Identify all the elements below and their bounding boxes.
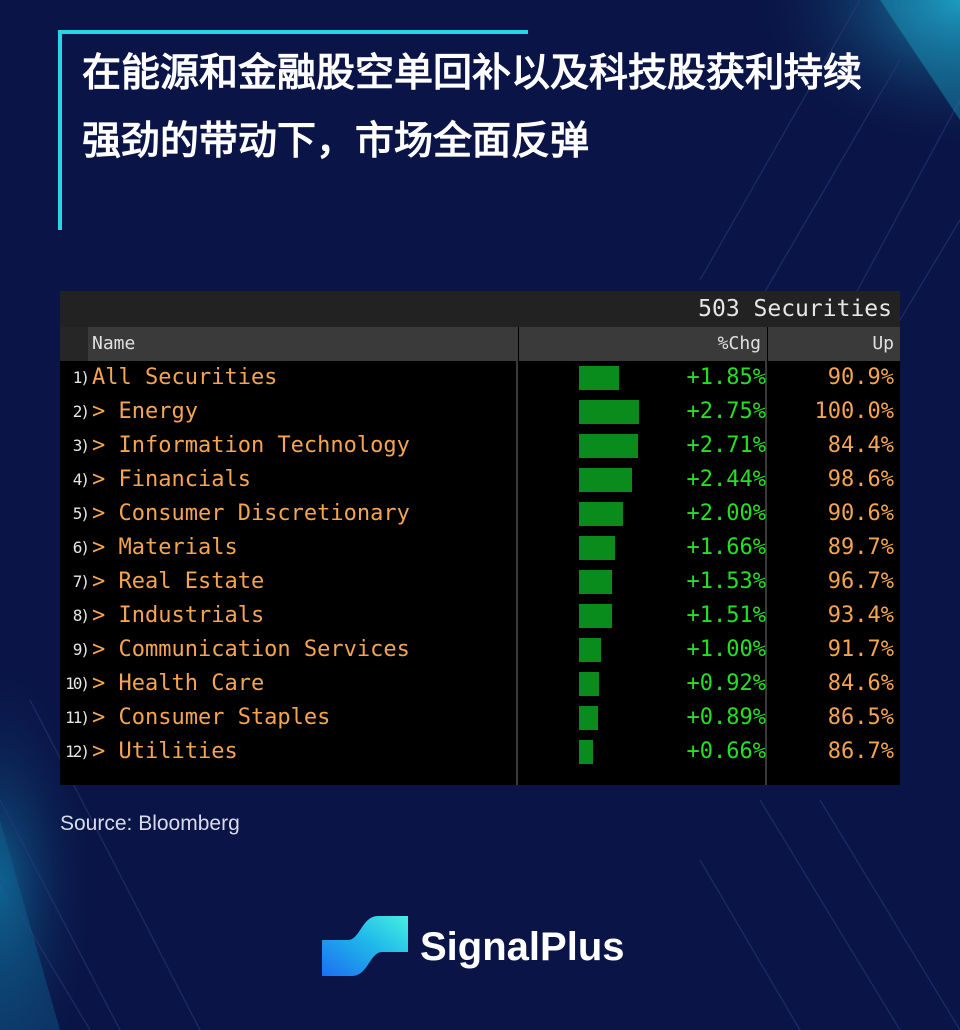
title-accent-line bbox=[58, 30, 62, 230]
row-up-value: 84.6% bbox=[827, 671, 894, 696]
row-index: 11) bbox=[65, 708, 90, 727]
row-chg-value: +2.00% bbox=[686, 501, 766, 526]
table-header: Name %Chg Up bbox=[60, 327, 900, 361]
row-chg-value: +2.75% bbox=[686, 399, 766, 424]
row-name[interactable]: > Real Estate bbox=[92, 569, 265, 594]
header-up-cell[interactable]: Up bbox=[768, 327, 900, 361]
row-name[interactable]: > Financials bbox=[92, 467, 251, 492]
header-chg-cell[interactable]: %Chg bbox=[519, 327, 765, 361]
table-row[interactable]: 12) > Utilities +0.66% 86.7% bbox=[60, 735, 900, 769]
row-up-value: 89.7% bbox=[827, 535, 894, 560]
table-row[interactable]: 4) > Financials +2.44% 98.6% bbox=[60, 463, 900, 497]
chg-bar bbox=[579, 672, 599, 696]
chg-bar bbox=[579, 706, 598, 730]
row-chg-value: +0.66% bbox=[686, 739, 766, 764]
header-name-cell[interactable]: Name bbox=[88, 327, 516, 361]
table-row[interactable]: 2) > Energy +2.75% 100.0% bbox=[60, 395, 900, 429]
chg-bar bbox=[579, 366, 619, 390]
chg-bar bbox=[579, 638, 601, 662]
chg-bar bbox=[579, 502, 623, 526]
row-name[interactable]: > Materials bbox=[92, 535, 238, 560]
row-index: 8) bbox=[72, 606, 90, 625]
row-up-value: 93.4% bbox=[827, 603, 894, 628]
row-index: 4) bbox=[72, 470, 90, 489]
chg-bar bbox=[579, 740, 593, 764]
chg-bar bbox=[579, 400, 639, 424]
table-top-bar: 503 Securities bbox=[60, 291, 900, 327]
row-name[interactable]: > Communication Services bbox=[92, 637, 410, 662]
row-chg-value: +1.51% bbox=[686, 603, 766, 628]
chg-bar bbox=[579, 604, 612, 628]
row-chg-value: +0.89% bbox=[686, 705, 766, 730]
row-chg-value: +1.66% bbox=[686, 535, 766, 560]
row-up-value: 90.6% bbox=[827, 501, 894, 526]
row-chg-value: +1.00% bbox=[686, 637, 766, 662]
row-index: 9) bbox=[72, 640, 90, 659]
row-up-value: 86.7% bbox=[827, 739, 894, 764]
chg-bar bbox=[579, 536, 615, 560]
chg-bar bbox=[579, 434, 638, 458]
row-name[interactable]: All Securities bbox=[92, 365, 278, 390]
row-index: 5) bbox=[72, 504, 90, 523]
row-up-value: 84.4% bbox=[827, 433, 894, 458]
row-index: 6) bbox=[72, 538, 90, 557]
header-name-label: Name bbox=[92, 333, 136, 354]
row-up-value: 98.6% bbox=[827, 467, 894, 492]
table-row[interactable]: 10) > Health Care +0.92% 84.6% bbox=[60, 667, 900, 701]
table-row[interactable]: 11) > Consumer Staples +0.89% 86.5% bbox=[60, 701, 900, 735]
row-chg-value: +1.85% bbox=[686, 365, 766, 390]
row-chg-value: +2.71% bbox=[686, 433, 766, 458]
row-chg-value: +0.92% bbox=[686, 671, 766, 696]
bloomberg-sector-table: 503 Securities Name %Chg Up 1) All Securi… bbox=[60, 291, 900, 785]
headline: 在能源和金融股空单回补以及科技股获利持续强劲的带动下，市场全面反弹 bbox=[82, 51, 863, 164]
row-name[interactable]: > Utilities bbox=[92, 739, 238, 764]
table-row[interactable]: 9) > Communication Services +1.00% 91.7% bbox=[60, 633, 900, 667]
row-up-value: 90.9% bbox=[827, 365, 894, 390]
row-chg-value: +2.44% bbox=[686, 467, 766, 492]
table-row[interactable]: 6) > Materials +1.66% 89.7% bbox=[60, 531, 900, 565]
header-index-cell bbox=[60, 327, 88, 361]
table-row[interactable]: 3) > Information Technology +2.71% 84.4% bbox=[60, 429, 900, 463]
column-divider bbox=[765, 327, 767, 785]
row-name[interactable]: > Information Technology bbox=[92, 433, 410, 458]
chg-bar bbox=[579, 468, 632, 492]
row-up-value: 86.5% bbox=[827, 705, 894, 730]
securities-count: 503 Securities bbox=[698, 296, 892, 322]
row-name[interactable]: > Industrials bbox=[92, 603, 265, 628]
row-index: 1) bbox=[72, 368, 90, 387]
signalplus-logo-icon bbox=[322, 916, 408, 976]
row-index: 3) bbox=[72, 436, 90, 455]
column-divider bbox=[516, 327, 518, 785]
table-row[interactable]: 8) > Industrials +1.51% 93.4% bbox=[60, 599, 900, 633]
table-row[interactable]: 5) > Consumer Discretionary +2.00% 90.6% bbox=[60, 497, 900, 531]
row-up-value: 91.7% bbox=[827, 637, 894, 662]
row-name[interactable]: > Consumer Staples bbox=[92, 705, 331, 730]
row-name[interactable]: > Health Care bbox=[92, 671, 265, 696]
row-chg-value: +1.53% bbox=[686, 569, 766, 594]
brand-name: SignalPlus bbox=[420, 925, 625, 969]
row-index: 7) bbox=[72, 572, 90, 591]
chg-bar bbox=[579, 570, 612, 594]
header-chg-label: %Chg bbox=[717, 333, 761, 354]
source-note: Source: Bloomberg bbox=[60, 812, 240, 835]
row-name[interactable]: > Energy bbox=[92, 399, 198, 424]
row-name[interactable]: > Consumer Discretionary bbox=[92, 501, 410, 526]
row-up-value: 96.7% bbox=[827, 569, 894, 594]
row-index: 12) bbox=[65, 742, 90, 761]
table-row[interactable]: 7) > Real Estate +1.53% 96.7% bbox=[60, 565, 900, 599]
row-index: 2) bbox=[72, 402, 90, 421]
title-accent-bar bbox=[58, 30, 528, 34]
row-up-value: 100.0% bbox=[814, 399, 894, 424]
table-row[interactable]: 1) All Securities +1.85% 90.9% bbox=[60, 361, 900, 395]
row-index: 10) bbox=[65, 674, 90, 693]
header-up-label: Up bbox=[872, 333, 894, 354]
